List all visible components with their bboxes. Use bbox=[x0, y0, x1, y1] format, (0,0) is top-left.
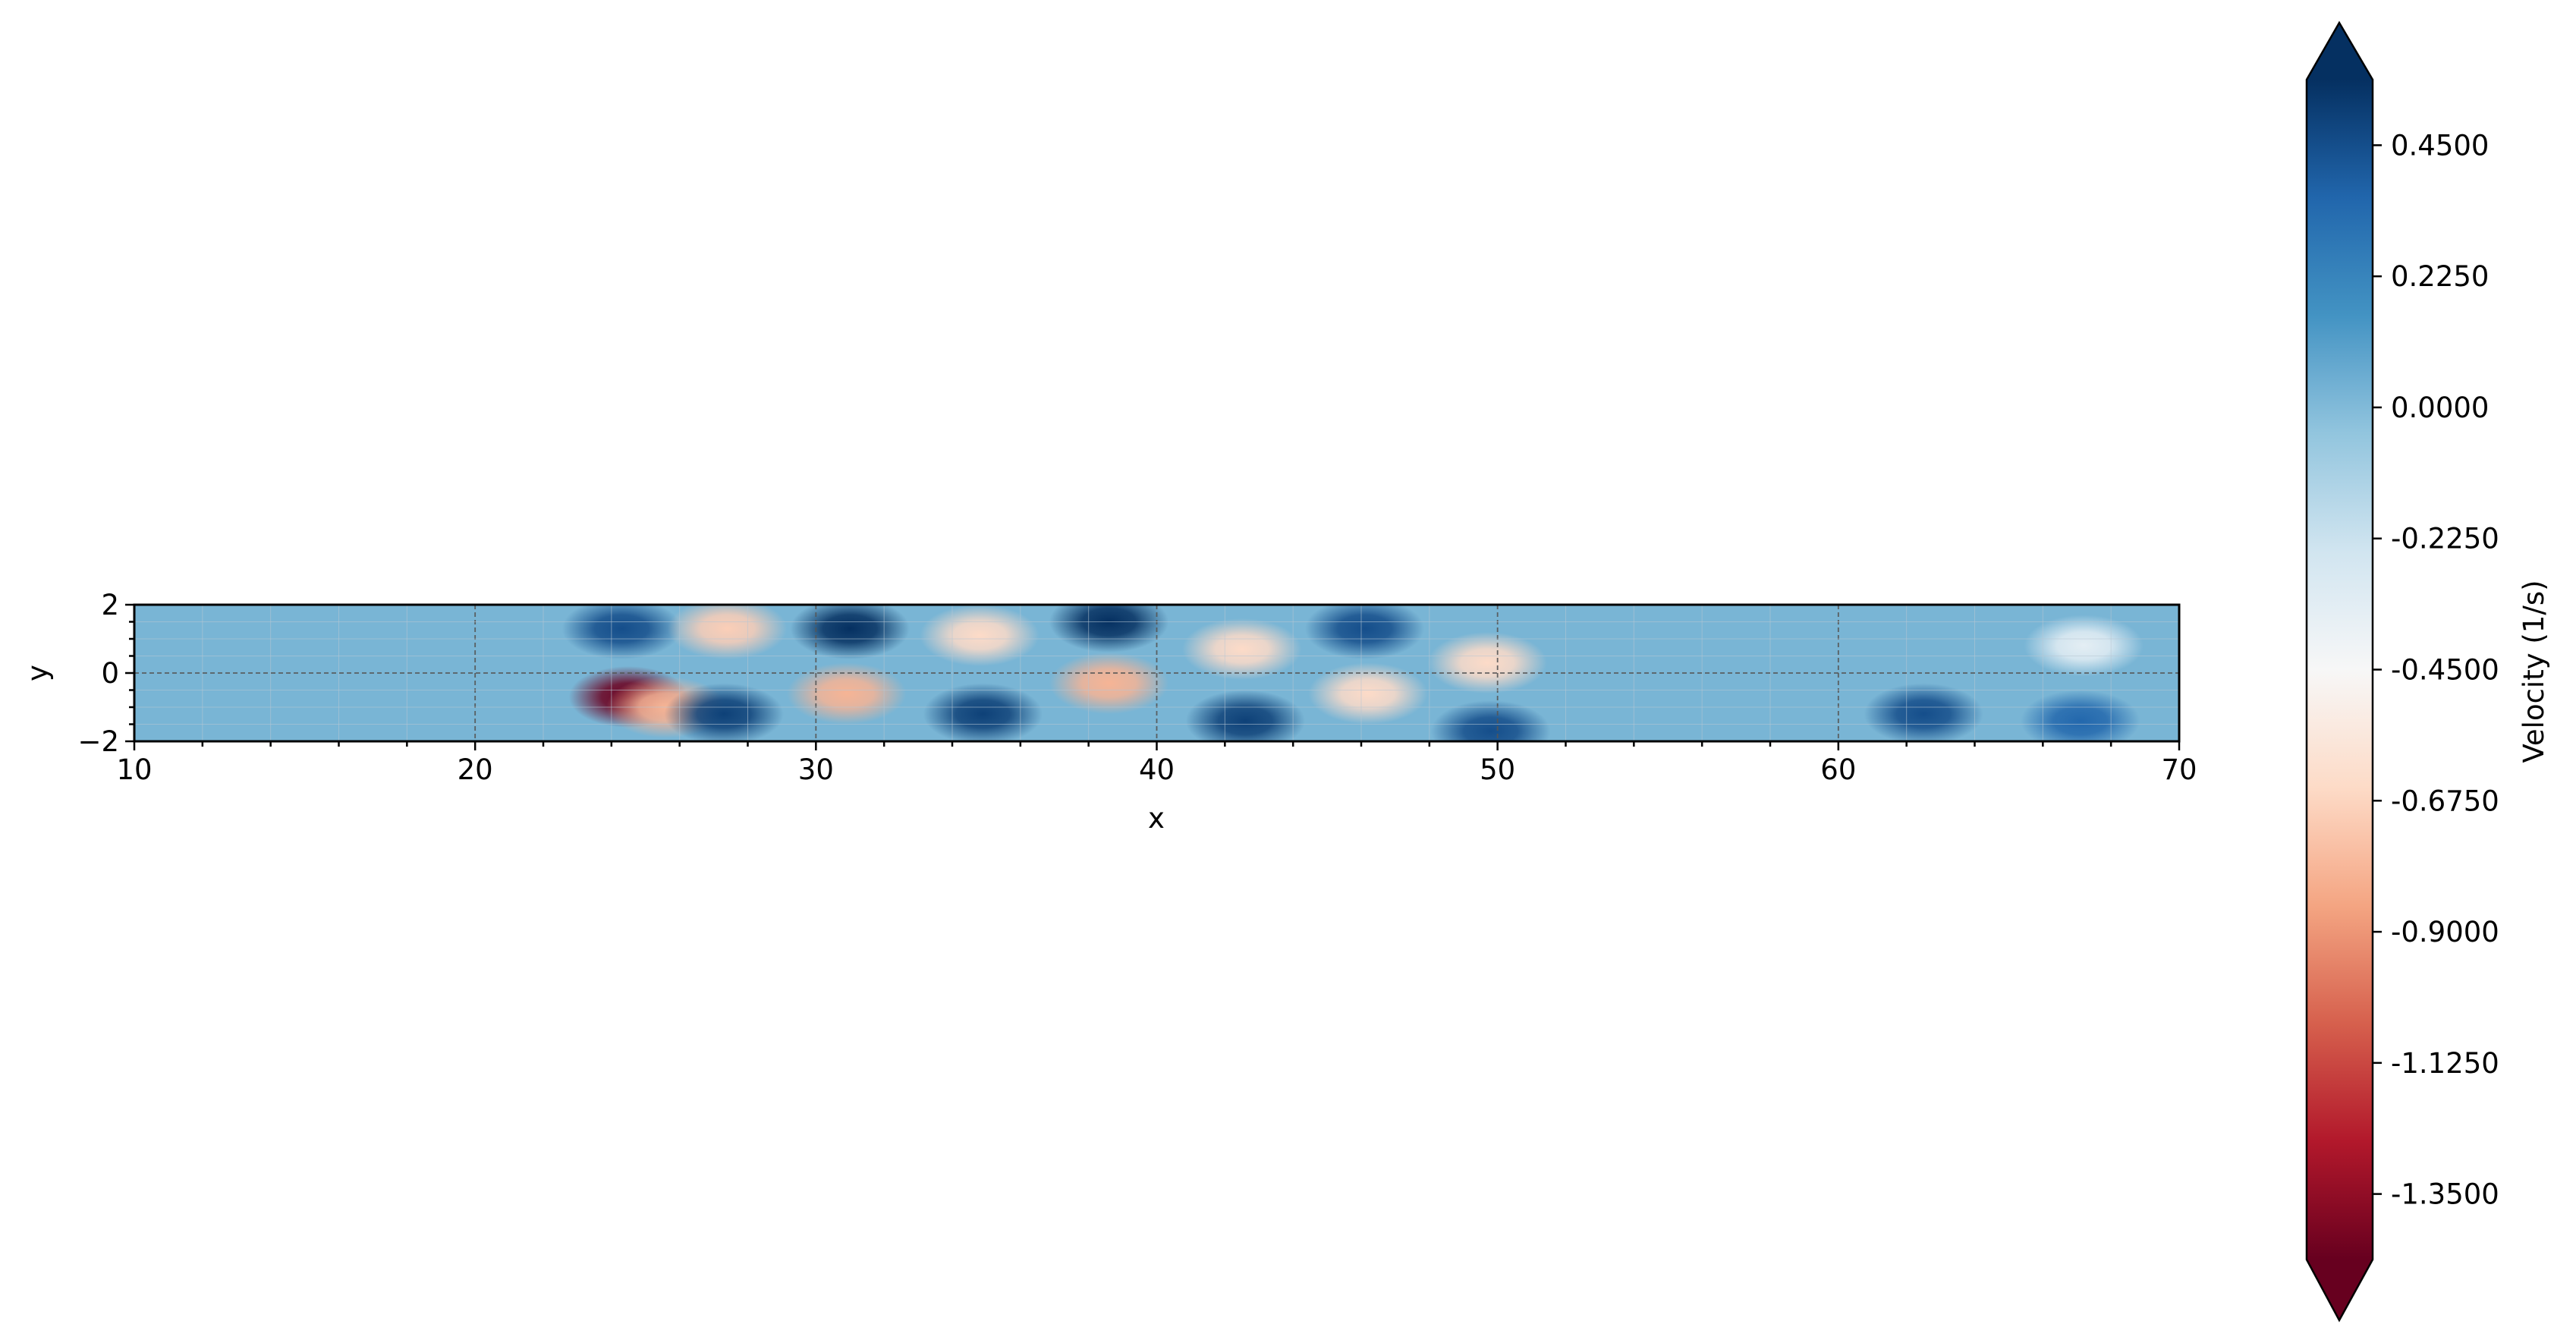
field-blob bbox=[1304, 605, 1425, 659]
colorbar: 0.4500 0.2250 0.0000 -0.2250 -0.4500 -0.6750 -… bbox=[2305, 20, 2550, 1323]
x-tick-label: 60 bbox=[1820, 753, 1856, 786]
field-blob bbox=[790, 605, 910, 659]
colorbar-tick-label: -0.2250 bbox=[2391, 523, 2499, 555]
colorbar-extend-low bbox=[2307, 1260, 2373, 1320]
y-tick-label: −2 bbox=[77, 725, 119, 758]
x-tick-label: 30 bbox=[798, 753, 834, 786]
field-blob bbox=[1864, 683, 1983, 741]
field-blob bbox=[2021, 690, 2140, 741]
y-axis: −2 0 2 bbox=[77, 589, 134, 758]
x-tick-label: 70 bbox=[2161, 753, 2197, 786]
colorbar-extend-high bbox=[2307, 23, 2373, 80]
x-tick-label: 20 bbox=[458, 753, 493, 786]
y-axis-label: y bbox=[21, 665, 54, 681]
main-axes: 10 20 30 40 50 60 70 −2 0 2 x y bbox=[21, 589, 2197, 835]
x-axis: 10 20 30 40 50 60 70 bbox=[116, 741, 2197, 786]
field-blob bbox=[1049, 605, 1169, 653]
colorbar-ticks: 0.4500 0.2250 0.0000 -0.2250 -0.4500 -0.6750 -… bbox=[2373, 129, 2499, 1211]
x-tick-label: 50 bbox=[1480, 753, 1515, 786]
colorbar-tick-label: -0.6750 bbox=[2391, 785, 2499, 817]
field-blob bbox=[1427, 632, 1547, 694]
y-tick-label: 0 bbox=[101, 657, 119, 690]
colorbar-tick-label: -0.9000 bbox=[2391, 916, 2499, 948]
field-blob bbox=[561, 605, 681, 659]
field-blob bbox=[1049, 653, 1169, 714]
field-blob bbox=[1185, 690, 1305, 741]
field-blob bbox=[920, 605, 1040, 666]
velocity-field bbox=[561, 605, 2144, 741]
x-axis-label: x bbox=[1148, 802, 1165, 835]
grid-lines bbox=[134, 604, 2180, 742]
colorbar-tick-label: 0.0000 bbox=[2391, 392, 2489, 424]
colorbar-outline bbox=[2305, 20, 2374, 1323]
x-tick-label: 10 bbox=[116, 753, 152, 786]
field-blob bbox=[1308, 662, 1428, 725]
colorbar-tick-label: -1.3500 bbox=[2391, 1178, 2499, 1211]
colorbar-tick-label: 0.2250 bbox=[2391, 260, 2489, 293]
field-blob bbox=[667, 605, 788, 659]
y-tick-label: 2 bbox=[101, 589, 119, 621]
colorbar-label: Velocity (1/s) bbox=[2518, 580, 2550, 763]
colorbar-body bbox=[2307, 80, 2373, 1260]
field-blob bbox=[2024, 615, 2144, 677]
colorbar-tick-label: 0.4500 bbox=[2391, 129, 2489, 162]
colorbar-tick-label: -0.4500 bbox=[2391, 654, 2499, 687]
field-blob bbox=[664, 683, 784, 741]
colorbar-tick-label: -1.1250 bbox=[2391, 1047, 2499, 1080]
field-blob bbox=[787, 662, 907, 725]
field-blob bbox=[1431, 700, 1551, 741]
x-tick-label: 40 bbox=[1139, 753, 1175, 786]
field-blob bbox=[1182, 618, 1302, 680]
field-blob bbox=[923, 683, 1043, 741]
